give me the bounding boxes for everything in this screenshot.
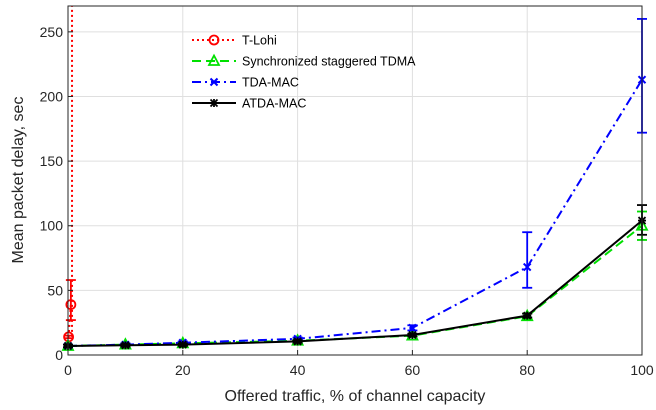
series-layer xyxy=(61,6,649,351)
y-tick-label: 100 xyxy=(40,218,64,234)
y-tick-label: 50 xyxy=(47,282,63,298)
data-point xyxy=(293,337,302,346)
plot-frame xyxy=(67,5,643,356)
legend-marker xyxy=(207,53,221,66)
legend-label: ATDA-MAC xyxy=(242,97,306,111)
data-point xyxy=(522,262,532,272)
y-tick-label: 250 xyxy=(40,24,64,40)
legend-entry-1: Synchronized staggered TDMA xyxy=(192,53,416,69)
y-axis-label: Mean packet delay, sec xyxy=(10,97,27,264)
x-tick-label: 20 xyxy=(175,362,191,378)
x-tick-label: 100 xyxy=(630,362,654,378)
legend-marker xyxy=(209,98,219,108)
legend-marker xyxy=(208,34,220,46)
x-tick-label: 0 xyxy=(64,362,72,378)
y-tick-label: 0 xyxy=(55,347,63,363)
data-point xyxy=(408,323,417,333)
x-axis-label: Offered traffic, % of channel capacity xyxy=(225,388,486,405)
series-3 xyxy=(63,204,647,351)
x-tick-label: 60 xyxy=(405,362,421,378)
legend-entry-0: T-Lohi xyxy=(192,34,277,48)
error-bar xyxy=(63,334,74,340)
legend-marker xyxy=(209,77,219,87)
x-tick-label: 80 xyxy=(519,362,535,378)
data-point xyxy=(121,341,130,350)
legend-label: TDA-MAC xyxy=(242,76,299,90)
data-point xyxy=(523,311,532,320)
y-tick-label: 200 xyxy=(40,88,64,104)
legend-entry-2: TDA-MAC xyxy=(192,76,299,90)
legend-label: T-Lohi xyxy=(242,34,277,48)
y-tick-label: 150 xyxy=(40,153,64,169)
legend: T-Lohi Synchronized staggered TDMA TDA-MAC… xyxy=(192,34,416,111)
data-point xyxy=(408,330,417,340)
axis-ticks: 0 20 40 60 80 100 0 50 100 150 200 250 xyxy=(40,24,654,378)
series-0 xyxy=(63,6,77,343)
data-point xyxy=(65,299,77,310)
x-tick-label: 40 xyxy=(290,362,306,378)
plot-background xyxy=(68,6,642,355)
error-bar xyxy=(522,231,533,289)
data-point xyxy=(178,340,187,349)
legend-label: Synchronized staggered TDMA xyxy=(242,55,416,69)
legend-entry-3: ATDA-MAC xyxy=(192,97,306,111)
